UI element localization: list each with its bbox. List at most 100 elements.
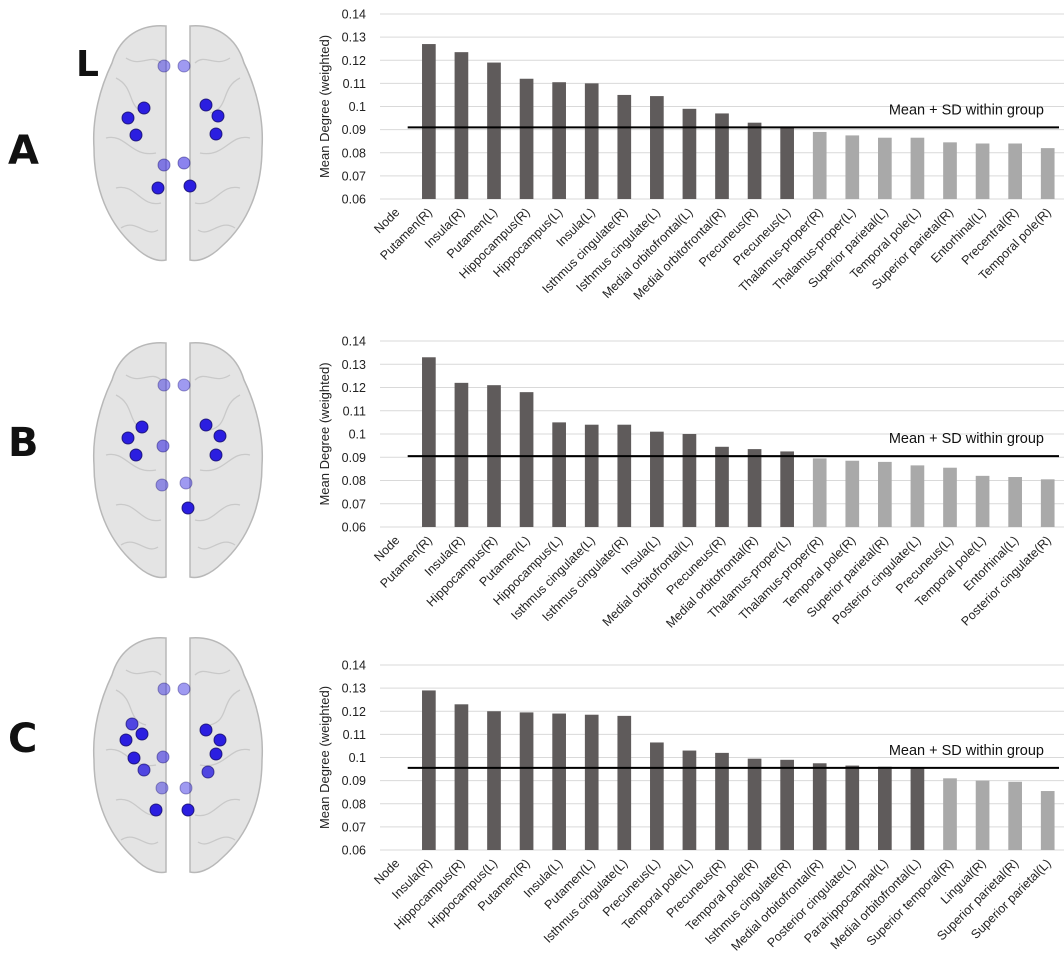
y-tick-label: 0.07 [342, 169, 366, 183]
bar [1041, 791, 1055, 850]
bar [1008, 144, 1022, 200]
bar [748, 123, 762, 199]
panel-label-a: A [8, 128, 39, 174]
bar [813, 132, 827, 199]
brain-node-marker [120, 734, 132, 746]
brain-node-marker [136, 421, 148, 433]
brain-node-marker [136, 728, 148, 740]
bar [422, 690, 436, 850]
y-tick-label: 0.09 [342, 774, 366, 788]
y-tick-label: 0.06 [342, 521, 366, 535]
bar [845, 461, 859, 527]
brain-node-marker [178, 379, 190, 391]
brain-node-marker [128, 752, 140, 764]
bar [878, 138, 892, 199]
brain-render-c [86, 630, 276, 880]
bar [455, 704, 469, 850]
brain-node-marker [130, 449, 142, 461]
brain-node-marker [158, 379, 170, 391]
bar [976, 781, 990, 850]
bar [911, 465, 925, 527]
bar [748, 759, 762, 850]
y-axis-label: Mean Degree (weighted) [317, 362, 332, 505]
bar [683, 109, 697, 199]
mean-sd-label: Mean + SD within group [889, 102, 1044, 118]
bar [520, 392, 534, 527]
bar [715, 447, 729, 527]
brain-node-marker [210, 128, 222, 140]
y-axis-label: Mean Degree (weighted) [317, 686, 332, 829]
bar [845, 766, 859, 850]
brain-node-marker [178, 683, 190, 695]
brain-node-marker [156, 782, 168, 794]
y-tick-label: 0.08 [342, 146, 366, 160]
bar [683, 434, 697, 527]
bar [1041, 148, 1055, 199]
bar [650, 96, 664, 199]
brain-node-marker [158, 159, 170, 171]
panel-label-c: C [8, 716, 37, 762]
bar [1008, 782, 1022, 850]
y-tick-label: 0.13 [342, 682, 366, 696]
degree-chart-c: Mean Degree (weighted) 0.06 0.07 0.08 0.09 0.… [300, 655, 1064, 962]
brain-node-marker [130, 129, 142, 141]
brain-node-marker [184, 180, 196, 192]
bar [650, 432, 664, 527]
bar [1041, 479, 1055, 527]
y-tick-label: 0.11 [343, 77, 366, 91]
degree-chart-b: Mean Degree (weighted) 0.06 0.07 0.08 0.09 0.… [300, 330, 1064, 660]
bar [780, 451, 794, 527]
mean-sd-label: Mean + SD within group [889, 743, 1044, 759]
y-tick-label: 0.07 [342, 820, 366, 834]
brain-node-marker [122, 432, 134, 444]
bar [585, 83, 599, 199]
bar [813, 763, 827, 850]
brain-node-marker [210, 748, 222, 760]
brain-node-marker [212, 110, 224, 122]
bar [878, 767, 892, 850]
y-tick-label: 0.08 [342, 474, 366, 488]
bar [585, 425, 599, 527]
brain-node-marker [178, 60, 190, 72]
bar [552, 714, 566, 850]
brain-node-marker [214, 734, 226, 746]
bar [878, 462, 892, 527]
y-tick-label: 0.09 [342, 123, 366, 137]
bar [650, 742, 664, 850]
brain-node-marker [182, 502, 194, 514]
bar [715, 113, 729, 199]
bar [845, 135, 859, 199]
bar [943, 142, 957, 199]
y-tick-label: 0.14 [342, 8, 366, 22]
brain-node-marker [214, 430, 226, 442]
brain-node-marker [200, 724, 212, 736]
bar [455, 52, 469, 199]
y-tick-label: 0.09 [342, 451, 366, 465]
brain-node-marker [200, 419, 212, 431]
y-tick-label: 0.1 [349, 751, 366, 765]
bar [911, 768, 925, 850]
brain-node-marker [157, 751, 169, 763]
brain-node-marker [202, 766, 214, 778]
degree-chart-a: Mean Degree (weighted) 0.06 0.07 0.08 0.09 0.… [300, 0, 1064, 310]
brain-node-marker [200, 99, 212, 111]
bar [748, 449, 762, 527]
brain-node-marker [178, 157, 190, 169]
y-tick-label: 0.12 [342, 54, 366, 68]
bar [943, 468, 957, 527]
bar [422, 357, 436, 527]
brain-node-marker [138, 102, 150, 114]
bar [552, 82, 566, 199]
y-axis-label: Mean Degree (weighted) [317, 35, 332, 178]
bar [911, 138, 925, 199]
bar [976, 476, 990, 527]
brain-render-b [86, 335, 276, 585]
bar [813, 458, 827, 527]
y-tick-label: 0.13 [342, 358, 366, 372]
y-tick-label: 0.12 [342, 381, 366, 395]
y-tick-label: 0.1 [349, 100, 366, 114]
bar [780, 127, 794, 199]
bar [520, 712, 534, 850]
brain-node-marker [150, 804, 162, 816]
brain-node-marker [158, 683, 170, 695]
